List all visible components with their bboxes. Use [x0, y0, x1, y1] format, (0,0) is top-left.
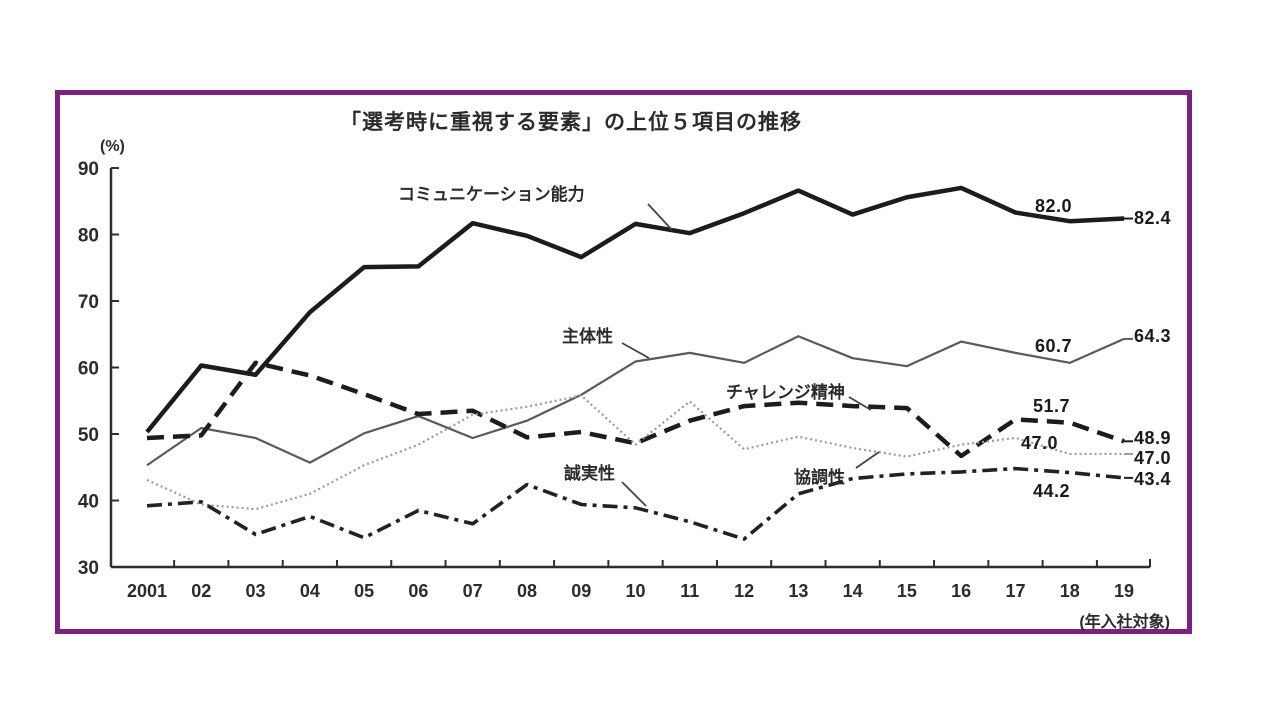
series-line-2	[146, 360, 1125, 459]
x-tick-label: 18	[1060, 581, 1080, 601]
series-label-challenge-spirit: チャレンジ精神	[726, 383, 845, 402]
series-label-sincerity: 誠実性	[564, 464, 615, 483]
x-tick-label: 04	[300, 581, 320, 601]
series-line-4	[146, 466, 1125, 541]
x-tick-label: 15	[897, 581, 917, 601]
annotation-leader-0	[647, 203, 673, 231]
x-tick-label: 11	[680, 581, 699, 601]
x-axis-note: (年入社対象)	[1079, 614, 1170, 631]
annotation-leader-3	[855, 451, 880, 469]
x-tick-label: 10	[626, 581, 646, 601]
y-axis-unit-label: (%)	[100, 138, 125, 155]
annotation-leader-4	[621, 481, 647, 507]
x-tick-label: 14	[843, 581, 863, 601]
series-label-initiative: 主体性	[562, 327, 613, 346]
end-value-label-sincerity-18: 44.2	[1033, 481, 1071, 501]
series-label-communication: コミュニケーション能力	[398, 185, 585, 204]
end-value-label-cooperativeness-18: 47.0	[1021, 433, 1059, 453]
annotation-leader-1	[621, 342, 650, 359]
x-tick-label: 06	[408, 581, 428, 601]
end-value-label-sincerity-19: 43.4	[1134, 469, 1172, 489]
x-tick-label: 05	[354, 581, 374, 601]
y-tick-label: 60	[78, 359, 99, 380]
x-tick-label: 09	[571, 581, 591, 601]
x-tick-label: 12	[734, 581, 754, 601]
y-tick-label: 30	[78, 558, 99, 579]
y-tick-label: 90	[78, 159, 99, 180]
x-tick-label: 16	[951, 581, 971, 601]
end-value-label-initiative-19: 64.3	[1134, 326, 1172, 346]
end-value-label-cooperativeness-19: 47.0	[1134, 448, 1172, 468]
figure-border	[55, 90, 1192, 634]
series-line-3	[146, 394, 1125, 511]
x-tick-label: 08	[517, 581, 537, 601]
x-tick-label: 17	[1005, 581, 1025, 601]
chart-title: 「選考時に重視する要素」の上位５項目の推移	[340, 111, 802, 134]
y-tick-label: 40	[78, 492, 99, 513]
series-label-cooperativeness: 協調性	[794, 468, 845, 487]
end-value-label-challenge-19: 48.9	[1134, 428, 1172, 448]
x-tick-label: 03	[246, 581, 266, 601]
y-tick-label: 70	[78, 292, 99, 313]
annotation-leader-2	[848, 396, 872, 411]
x-tick-label: 07	[463, 581, 483, 601]
x-tick-label: 19	[1114, 581, 1134, 601]
y-tick-label: 80	[78, 226, 99, 247]
end-value-label-communication-19: 82.4	[1134, 208, 1172, 228]
series-line-1	[146, 335, 1125, 467]
end-value-label-challenge-18: 51.7	[1033, 396, 1071, 416]
end-value-label-initiative-18: 60.7	[1035, 336, 1073, 356]
series-line-0	[145, 185, 1125, 434]
x-tick-label: 02	[191, 581, 211, 601]
x-tick-label: 13	[788, 581, 808, 601]
y-tick-label: 50	[78, 425, 99, 446]
end-value-label-communication-18: 82.0	[1035, 196, 1073, 216]
x-tick-label: 2001	[127, 581, 167, 601]
